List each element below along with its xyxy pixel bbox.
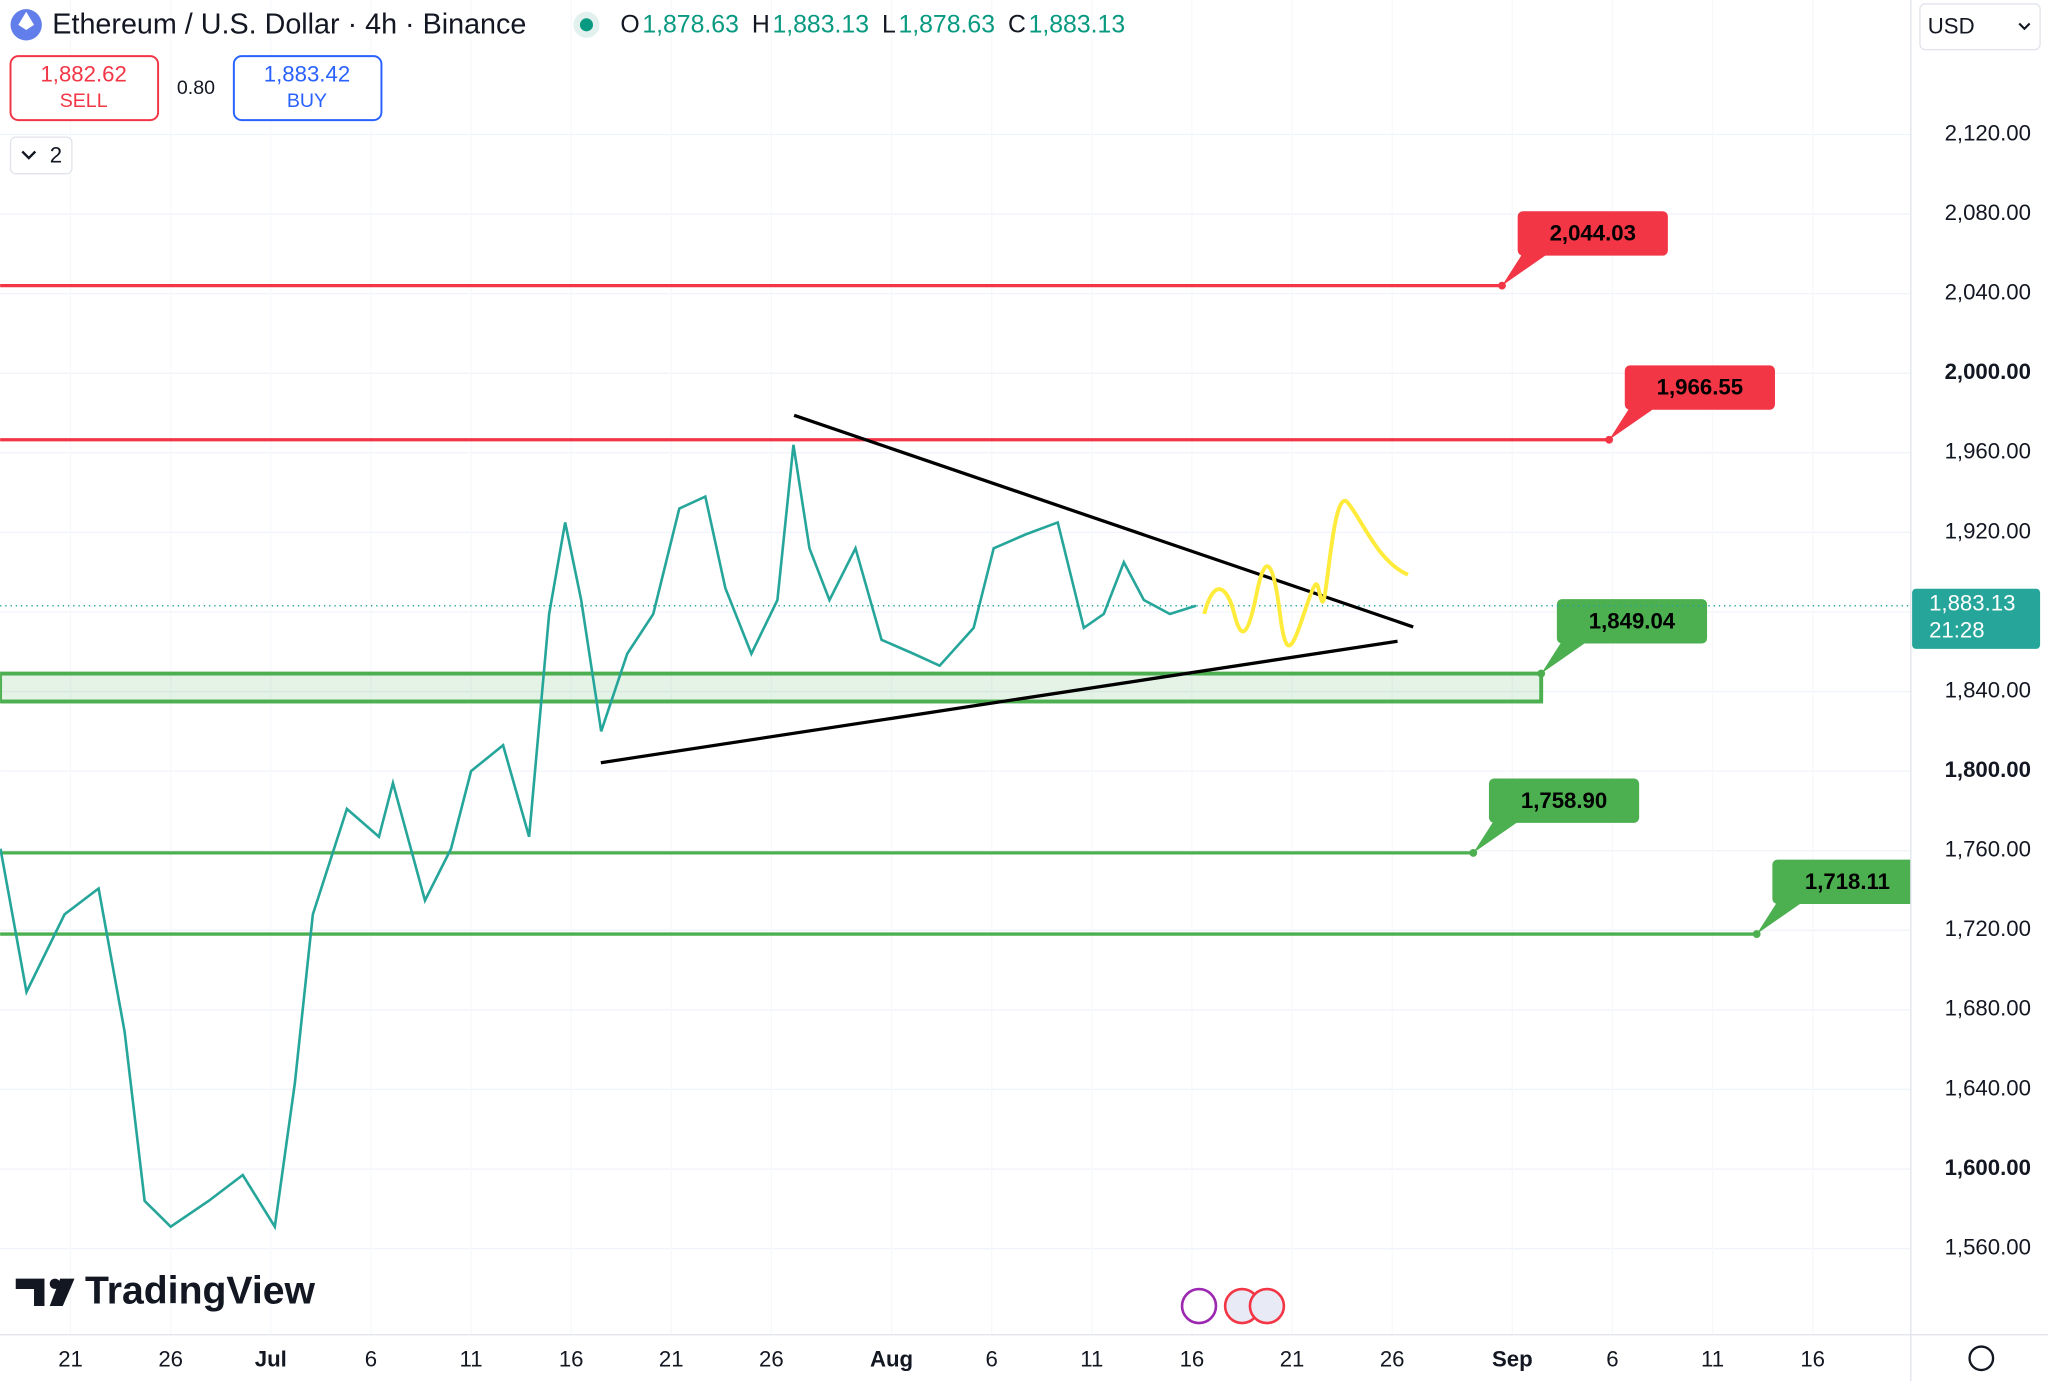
logo-mark [15,1278,45,1307]
ohlc-key: L [882,12,896,39]
y-tick-label: 1,840.00 [1945,677,2031,702]
chevron[interactable] [21,150,37,160]
indicators-toggle[interactable] [9,136,73,175]
x-tick-label: 21 [1280,1347,1305,1372]
y-tick-label: 1,600.00 [1945,1155,2031,1180]
label-tail [1473,820,1521,853]
x-tick-label: 11 [1080,1347,1103,1372]
y-tick-label: 2,040.00 [1945,280,2031,305]
sell-label[interactable]: SELL [60,90,108,112]
y-tick-label: 2,080.00 [1945,200,2031,225]
level-label-box [1488,778,1640,823]
current-price-label: 1,883.13 [1929,590,2015,615]
settings-icon[interactable] [1968,1345,1995,1372]
spread: 0.80 [177,77,215,99]
x-tick-label: 26 [158,1347,183,1372]
watermark-logo [15,1278,75,1307]
chevron[interactable] [2018,22,2031,31]
level-label: 1,718.11 [1805,869,1890,894]
level-label: 1,966.55 [1657,375,1743,400]
trendline [600,639,1398,765]
event-icon[interactable] [1180,1287,1218,1325]
level-label: 1,758.90 [1521,788,1607,813]
y-tick-label: 1,720.00 [1945,916,2031,941]
label-tail [1756,901,1804,935]
y-tick-label: 1,640.00 [1945,1075,2031,1100]
label-tail [1502,252,1550,286]
x-tick-label: Aug [870,1347,913,1372]
x-tick-label: 21 [659,1347,684,1372]
x-tick-label: 6 [1606,1347,1618,1372]
x-tick-label: 6 [365,1347,377,1372]
x-tick-label: 6 [986,1347,998,1372]
y-tick-label: 1,960.00 [1945,439,2031,464]
price-line [0,444,1197,1231]
label-tail [1541,640,1589,674]
x-tick-label: Jul [255,1347,287,1372]
support-zone [0,671,1544,704]
ohlc-key: O [620,12,639,39]
watermark: TradingView [85,1269,316,1312]
ohlc-value: 1,883.13 [1029,12,1126,39]
level-label: 1,849.04 [1589,608,1676,633]
level-label-box [1624,365,1775,410]
event-icons [1180,1287,1286,1325]
x-tick-label: Sep [1492,1347,1533,1372]
current-price-box [1912,588,2041,649]
market-status-dot [579,18,594,32]
y-tick-label: 2,000.00 [1945,359,2031,384]
logo-mark [49,1278,75,1307]
ohlc-key: C [1008,12,1026,39]
level-label-box [1772,859,1911,905]
indicators-count[interactable]: 2 [50,143,62,168]
x-tick-label: 16 [1800,1347,1825,1372]
y-tick-label: 1,800.00 [1945,757,2031,782]
level-label: 2,044.03 [1550,221,1636,246]
ohlc-value: 1,878.63 [898,12,995,39]
projection-path [1202,498,1409,648]
sell-button[interactable] [9,55,160,122]
y-tick-label: 1,560.00 [1945,1234,2031,1259]
currency[interactable]: USD [1928,13,1975,38]
symbol-title: Ethereum / U.S. Dollar · 4h · Binance [52,9,526,41]
buy-button[interactable] [232,55,383,122]
currency-select[interactable] [1919,3,2041,51]
ohlc-value: 1,883.13 [772,12,869,39]
drawings [600,413,1414,765]
level-label-box [1556,599,1708,644]
buy-label[interactable]: BUY [287,90,327,112]
x-tick-label: 16 [559,1347,584,1372]
y-tick-label: 2,120.00 [1945,120,2031,145]
sell-price[interactable]: 1,882.62 [40,62,126,87]
countdown: 21:28 [1929,618,1985,643]
x-tick-label: 16 [1180,1347,1205,1372]
ohlc-value: 1,878.63 [642,12,739,39]
x-tick-label: 21 [58,1347,83,1372]
y-tick-label: 1,760.00 [1945,837,2031,862]
ohlc-key: H [752,12,770,39]
x-tick-label: 11 [1701,1347,1724,1372]
coin-icon-glyph [18,11,35,31]
y-tick-label: 1,680.00 [1945,996,2031,1021]
x-tick-label: 26 [759,1347,784,1372]
x-tick-label: 26 [1380,1347,1405,1372]
buy-price[interactable]: 1,883.42 [264,62,350,87]
label-tail [1609,407,1657,440]
level-label-box [1517,211,1668,256]
x-tick-label: 11 [460,1347,483,1372]
y-tick-label: 1,920.00 [1945,518,2031,543]
event-icon[interactable] [1248,1287,1286,1325]
